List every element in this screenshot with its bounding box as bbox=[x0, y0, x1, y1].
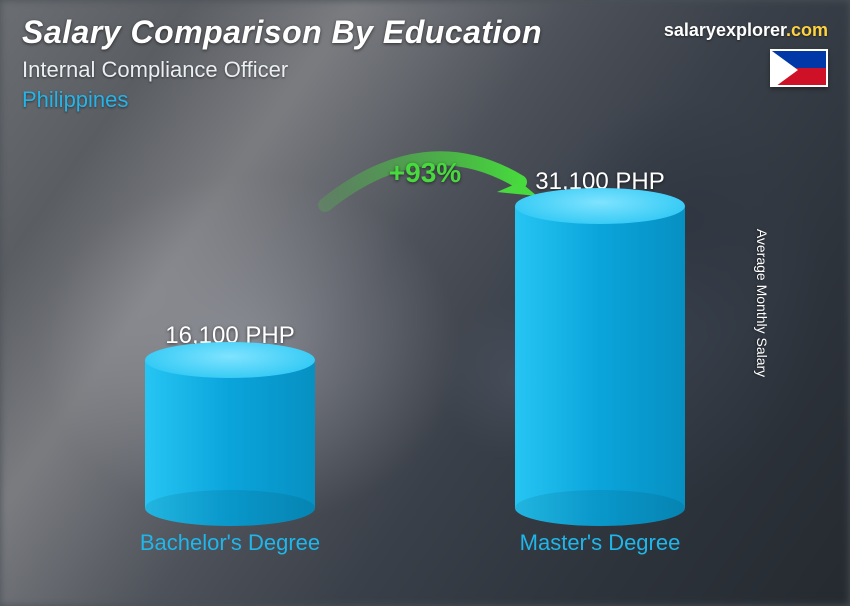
brand-main: salaryexplorer bbox=[664, 20, 786, 40]
bar-label-bachelor: Bachelor's Degree bbox=[100, 530, 360, 556]
flag-icon bbox=[770, 49, 828, 87]
y-axis-label: Average Monthly Salary bbox=[754, 229, 770, 377]
brand-logo-text: salaryexplorer.com bbox=[664, 20, 828, 41]
bar-cylinder-master bbox=[515, 206, 685, 526]
bar-label-master: Master's Degree bbox=[470, 530, 730, 556]
brand-area: salaryexplorer.com bbox=[664, 20, 828, 87]
bar-bachelor: 16,100 PHP bbox=[130, 322, 330, 526]
bar-cylinder-bachelor bbox=[145, 360, 315, 526]
chart-area: 16,100 PHP Bachelor's Degree 31,100 PHP … bbox=[90, 160, 760, 556]
country-name: Philippines bbox=[22, 87, 828, 113]
brand-suffix: .com bbox=[786, 20, 828, 40]
infographic-container: Salary Comparison By Education Internal … bbox=[0, 0, 850, 606]
bar-master: 31,100 PHP bbox=[500, 168, 700, 526]
